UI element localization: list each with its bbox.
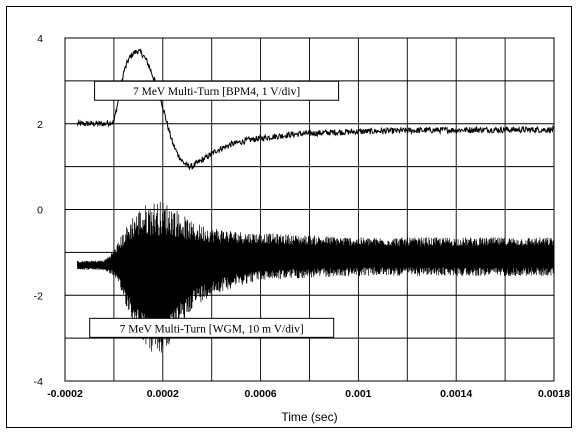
- y-tick-label: 0: [37, 205, 43, 217]
- annotation-box: [94, 80, 340, 101]
- x-tick-label: 0.001: [345, 388, 371, 400]
- outer-border: [6, 6, 572, 428]
- y-tick-label: -2: [34, 290, 43, 302]
- annotation-box: [89, 317, 335, 338]
- plot-area-border: [64, 37, 555, 382]
- x-axis-label: Time (sec): [281, 410, 337, 424]
- y-tick-label: 4: [37, 33, 43, 45]
- annotation-label: 7 MeV Multi-Turn [BPM4, 1 V/div]: [133, 86, 300, 98]
- annotation-group: 7 MeV Multi-Turn [BPM4, 1 V/div] 7 MeV Mu…: [89, 80, 340, 338]
- tick-labels: -0.0002 0.0002 0.0006 0.001 0.0014 0.0018 4 2 0 -…: [34, 33, 571, 400]
- x-tick-label: -0.0002: [47, 388, 83, 400]
- x-tick-label: 0.0006: [245, 388, 277, 400]
- y-tick-label: 2: [37, 119, 43, 131]
- x-tick-label: 0.0002: [147, 388, 179, 400]
- annotation-label: 7 MeV Multi-Turn [WGM, 10 m V/div]: [120, 323, 304, 335]
- x-tick-label: 0.0018: [538, 388, 570, 400]
- series-wgm-line: [76, 201, 555, 353]
- x-tick-label: 0.0014: [440, 388, 472, 400]
- y-tick-label: -4: [34, 376, 43, 388]
